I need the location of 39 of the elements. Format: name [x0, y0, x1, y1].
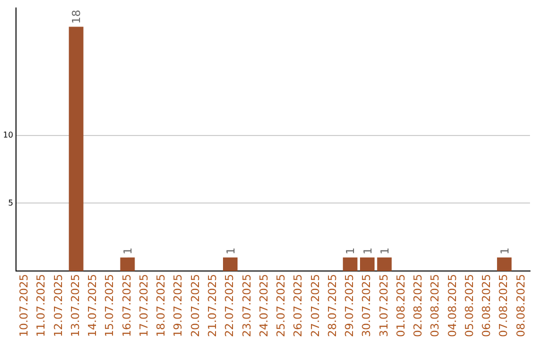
x-tick-label: 15.07.2025: [103, 274, 116, 338]
data-label: 1: [498, 247, 512, 254]
x-tick-label: 13.07.2025: [68, 274, 82, 338]
x-tick-label: 14.07.2025: [86, 274, 100, 338]
x-tick-label: 10.07.2025: [18, 274, 31, 338]
data-label: 1: [224, 247, 238, 254]
x-tick-label: 21.07.2025: [206, 274, 220, 338]
x-tick-label: 25.07.2025: [274, 274, 288, 338]
x-tick-label: 30.07.2025: [360, 274, 374, 338]
x-tick-label: 26.07.2025: [292, 274, 305, 338]
x-tick-label: 12.07.2025: [52, 274, 65, 338]
x-tick-label: 16.07.2025: [120, 274, 134, 338]
x-tick-label: 28.07.2025: [326, 274, 339, 338]
x-tick-label: 17.07.2025: [137, 274, 150, 338]
x-tick-label: 08.08.2025: [514, 274, 528, 338]
x-tick-label: 07.08.2025: [497, 274, 510, 338]
x-tick-label: 29.07.2025: [343, 274, 356, 338]
y-tick-label: 10: [2, 130, 14, 140]
x-tick-label: 11.07.2025: [34, 274, 48, 338]
x-tick-label: 05.08.2025: [462, 274, 476, 338]
x-tick-label: 03.08.2025: [428, 274, 442, 338]
data-label: 1: [344, 247, 358, 254]
x-tick-label: 02.08.2025: [412, 274, 425, 338]
data-label: 1: [122, 247, 135, 254]
data-label: 1: [378, 247, 392, 254]
x-tick-label: 23.07.2025: [240, 274, 254, 338]
x-tick-label: 24.07.2025: [257, 274, 270, 338]
x-tick-label: 04.08.2025: [446, 274, 459, 338]
x-tick-label: 18.07.2025: [154, 274, 168, 338]
x-tick-label: 31.07.2025: [377, 274, 390, 338]
x-tick-label: 19.07.2025: [172, 274, 185, 338]
data-label: 1: [361, 247, 374, 254]
data-label: 18: [70, 10, 84, 24]
x-tick-label: 22.07.2025: [223, 274, 236, 338]
x-tick-label: 27.07.2025: [308, 274, 322, 338]
y-tick-label: 5: [8, 198, 14, 208]
x-tick-label: 20.07.2025: [188, 274, 202, 338]
x-tick-label: 06.08.2025: [480, 274, 494, 338]
x-tick-label: 01.08.2025: [394, 274, 408, 338]
